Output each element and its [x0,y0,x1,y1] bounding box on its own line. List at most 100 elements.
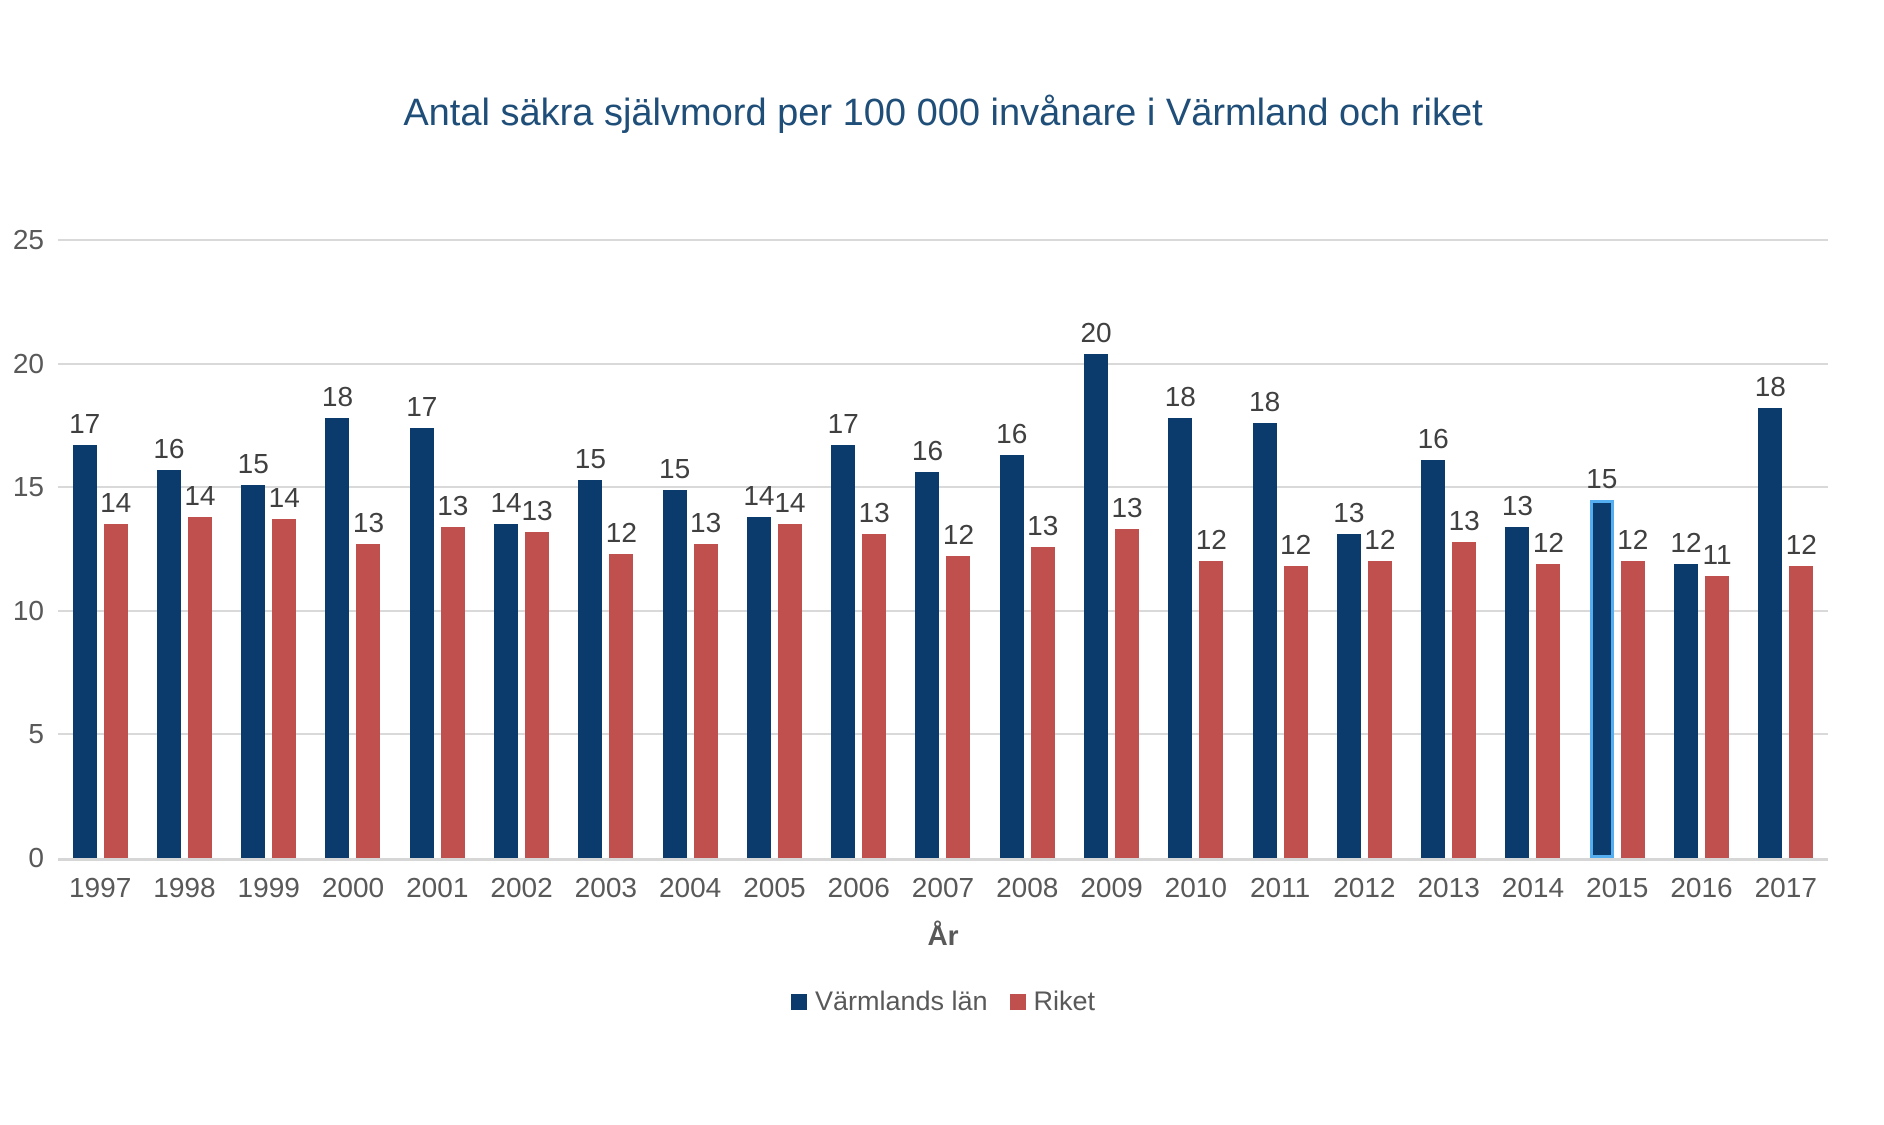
bar-groups: 17 14 16 14 15 14 18 13 17 13 14 13 15 12 15 13 14 14 17 13… [58,240,1828,858]
bar-riket-2003[interactable] [609,553,634,858]
bar-v-rmlands-l-n-1999[interactable] [241,484,266,858]
bar-riket-2001[interactable] [440,526,465,858]
bar-v-rmlands-l-n-2010[interactable] [1168,417,1193,858]
bar-value-label: 16 [911,435,944,467]
x-tick-2010: 2010 [1164,872,1227,903]
bar-riket-2011[interactable] [1283,566,1308,858]
bar-riket-2015[interactable] [1620,561,1645,858]
bar-riket-2004[interactable] [693,544,718,858]
bar-col-riket-2009: 13 [1111,240,1143,858]
bar-group-2002: 14 13 [479,240,563,858]
bar-col-v-rmlands-l-n-2013: 16 [1418,240,1449,858]
bar-riket-1998[interactable] [187,516,212,858]
bar-col-riket-1997: 14 [100,240,131,858]
bar-col-riket-2005: 14 [774,240,805,858]
bar-value-label: 12 [1532,526,1564,558]
x-tick-2016: 2016 [1670,872,1733,903]
bar-riket-2013[interactable] [1452,541,1477,858]
bar-riket-1997[interactable] [103,524,128,858]
bar-v-rmlands-l-n-2003[interactable] [578,479,603,858]
x-tick-2001: 2001 [406,872,469,903]
bar-v-rmlands-l-n-2013[interactable] [1421,460,1446,858]
bar-group-2017: 18 12 [1744,240,1828,858]
bar-value-label: 14 [743,479,775,511]
bar-group-2012: 13 12 [1322,240,1406,858]
bar-v-rmlands-l-n-2008[interactable] [999,455,1024,858]
x-tick-2005: 2005 [743,872,806,903]
bar-riket-2017[interactable] [1789,566,1814,858]
bar-v-rmlands-l-n-2001[interactable] [409,427,434,858]
bar-riket-2007[interactable] [946,556,971,858]
legend-item-riket[interactable]: Riket [1009,986,1095,1017]
bar-v-rmlands-l-n-2007[interactable] [915,472,940,858]
x-tick-1998: 1998 [153,872,216,903]
bar-value-label: 17 [406,390,438,422]
bar-v-rmlands-l-n-2017[interactable] [1758,408,1783,858]
legend-label: Värmlands län [814,986,988,1016]
y-axis: 0 5 10 15 20 25 [0,226,44,872]
bar-v-rmlands-l-n-2000[interactable] [325,417,350,858]
x-tick-2017: 2017 [1754,872,1817,903]
bar-value-label: 17 [827,408,859,440]
bar-riket-2016[interactable] [1704,576,1729,858]
x-tick-2014: 2014 [1501,872,1565,903]
x-tick-2011: 2011 [1249,872,1311,903]
bar-group-2007: 16 12 [901,240,985,858]
bar-col-riket-2001: 13 [437,240,468,858]
bar-col-v-rmlands-l-n-2006: 17 [828,240,859,858]
y-tick-10: 10 [12,594,44,626]
bar-riket-2000[interactable] [356,544,381,858]
bar-value-label: 12 [942,519,975,551]
bar-value-label: 12 [1364,524,1396,556]
bar-riket-2008[interactable] [1030,546,1055,858]
x-tick-2004: 2004 [658,872,722,903]
bar-v-rmlands-l-n-2014[interactable] [1505,526,1530,858]
legend-item-v-rmlands-l-n[interactable]: Värmlands län [790,986,988,1017]
gridline-10 [58,609,1828,612]
bar-col-v-rmlands-l-n-2000: 18 [322,240,353,858]
bar-col-v-rmlands-l-n-2017: 18 [1755,240,1786,858]
bar-v-rmlands-l-n-1998[interactable] [156,469,181,858]
x-tick-2006: 2006 [827,872,890,903]
bar-riket-1999[interactable] [272,519,297,858]
bar-v-rmlands-l-n-2006[interactable] [831,445,856,858]
bar-col-v-rmlands-l-n-2014: 13 [1502,240,1533,858]
bar-group-2006: 17 13 [817,240,901,858]
bar-col-v-rmlands-l-n-2004: 15 [659,240,690,858]
bar-col-v-rmlands-l-n-2016: 12 [1670,240,1702,858]
bar-value-label: 15 [574,442,606,474]
bar-col-v-rmlands-l-n-2012: 13 [1333,240,1364,858]
bar-v-rmlands-l-n-2002[interactable] [494,524,519,858]
bar-v-rmlands-l-n-2004[interactable] [662,489,687,858]
bar-col-riket-2016: 11 [1702,240,1732,858]
bar-value-label: 11 [1702,539,1732,571]
bar-group-1998: 16 14 [142,240,226,858]
bar-riket-2009[interactable] [1115,529,1140,858]
bar-col-v-rmlands-l-n-2001: 17 [406,240,437,858]
bar-v-rmlands-l-n-2011[interactable] [1252,422,1277,858]
bar-group-2013: 16 13 [1407,240,1491,858]
bar-value-label: 13 [1448,504,1480,536]
x-tick-2008: 2008 [996,872,1059,903]
bar-group-2014: 13 12 [1491,240,1575,858]
bar-col-v-rmlands-l-n-2005: 14 [743,240,774,858]
bar-riket-2005[interactable] [777,524,802,858]
bar-riket-2002[interactable] [525,531,550,858]
bar-group-2010: 18 12 [1154,240,1238,858]
bar-value-label: 13 [521,494,553,526]
bar-value-label: 13 [437,489,469,521]
bar-v-rmlands-l-n-2016[interactable] [1673,563,1698,858]
bar-riket-2006[interactable] [862,534,887,858]
bar-value-label: 12 [1280,529,1312,561]
bar-riket-2014[interactable] [1536,563,1561,858]
bar-value-label: 16 [1417,423,1449,455]
bar-v-rmlands-l-n-1997[interactable] [72,445,97,858]
bar-value-label: 13 [1111,492,1143,524]
bar-v-rmlands-l-n-2015[interactable] [1589,499,1614,858]
bar-v-rmlands-l-n-2005[interactable] [746,516,771,858]
bar-riket-2010[interactable] [1199,561,1224,858]
bar-riket-2012[interactable] [1367,561,1392,858]
bar-col-riket-2007: 12 [943,240,974,858]
bar-v-rmlands-l-n-2012[interactable] [1336,534,1361,858]
bar-v-rmlands-l-n-2009[interactable] [1084,353,1109,858]
